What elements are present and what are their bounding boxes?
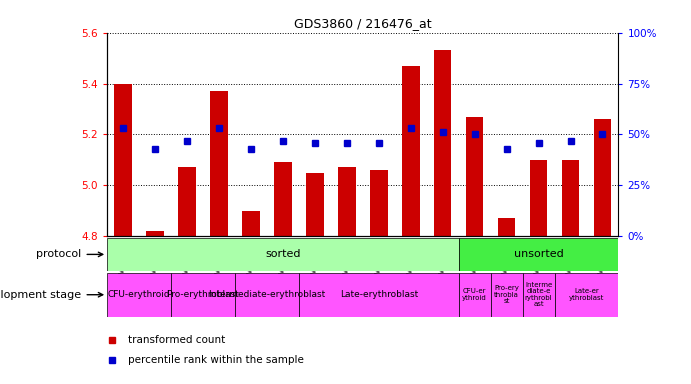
Bar <box>338 167 356 236</box>
Text: CFU-er
ythroid: CFU-er ythroid <box>462 288 487 301</box>
Title: GDS3860 / 216476_at: GDS3860 / 216476_at <box>294 17 432 30</box>
Bar <box>466 117 484 236</box>
Bar <box>114 83 132 236</box>
Text: percentile rank within the sample: percentile rank within the sample <box>128 355 303 365</box>
Text: Pro-erythroblast: Pro-erythroblast <box>167 290 239 299</box>
Text: CFU-erythroid: CFU-erythroid <box>108 290 171 299</box>
Text: Intermediate-erythroblast: Intermediate-erythroblast <box>208 290 325 299</box>
Text: transformed count: transformed count <box>128 335 225 345</box>
Bar <box>370 170 388 236</box>
Bar <box>459 273 491 317</box>
Bar <box>146 231 164 236</box>
Bar <box>530 160 547 236</box>
Text: development stage: development stage <box>0 290 103 300</box>
Bar <box>459 238 618 271</box>
Bar <box>562 160 579 236</box>
Text: Pro-ery
throbla
st: Pro-ery throbla st <box>494 285 519 304</box>
Bar <box>522 273 554 317</box>
Bar <box>178 167 196 236</box>
Bar <box>171 273 235 317</box>
Bar <box>242 211 260 236</box>
Text: protocol: protocol <box>37 249 103 260</box>
Bar <box>235 273 299 317</box>
Text: sorted: sorted <box>265 249 301 260</box>
Bar <box>498 218 515 236</box>
Bar <box>107 238 459 271</box>
Bar <box>491 273 522 317</box>
Bar <box>306 172 323 236</box>
Bar <box>299 273 459 317</box>
Bar <box>554 273 618 317</box>
Bar <box>402 66 419 236</box>
Bar <box>594 119 612 236</box>
Bar <box>274 162 292 236</box>
Text: Late-er
ythroblast: Late-er ythroblast <box>569 288 604 301</box>
Text: Late-erythroblast: Late-erythroblast <box>340 290 418 299</box>
Bar <box>210 91 228 236</box>
Bar <box>434 50 451 236</box>
Text: unsorted: unsorted <box>513 249 563 260</box>
Bar <box>107 273 171 317</box>
Text: Interme
diate-e
rythrobl
ast: Interme diate-e rythrobl ast <box>524 282 552 308</box>
